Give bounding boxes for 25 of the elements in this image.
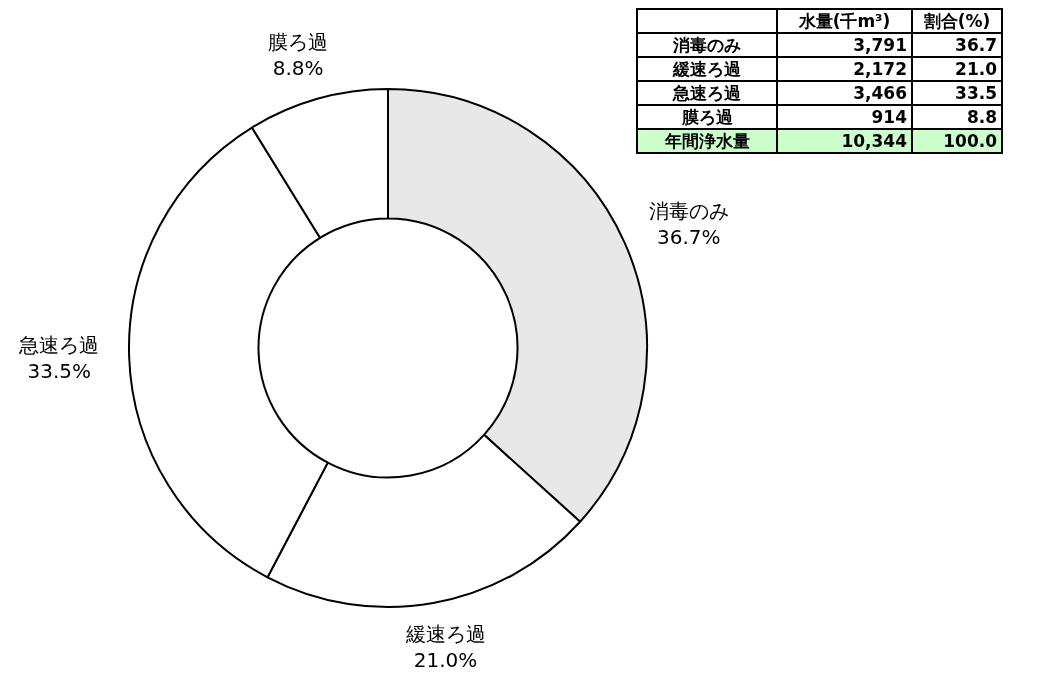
text: 2,172 [777, 57, 912, 81]
slice-label: 緩速ろ過 [404, 621, 486, 646]
slice-label: 膜ろ過 [268, 29, 329, 54]
data-label: 36.7% [656, 224, 721, 249]
category-label: 急速ろ過 [673, 83, 741, 103]
data-label: 21.0% [413, 647, 478, 672]
text: 3,466 [777, 81, 912, 105]
text: 21.0 [912, 57, 1002, 81]
text: 33.5 [912, 81, 1002, 105]
text: 年間浄水量 [637, 129, 777, 153]
text: 36.7 [912, 33, 1002, 57]
data-label: 33.5% [27, 358, 91, 383]
slice-label: 急速ろ過 [18, 332, 100, 357]
slice-label: 消毒のみ [637, 33, 777, 57]
category-label: 緩速ろ過 [673, 59, 741, 79]
category-label: 膜ろ過 [681, 107, 733, 127]
data-label: 8.8% [272, 55, 324, 80]
slice-label: 消毒のみ [648, 198, 729, 223]
text: 8.8 [912, 105, 1002, 129]
text: 914 [777, 105, 912, 129]
text: 3,791 [777, 33, 912, 57]
text: 水量(千m³) [777, 9, 912, 33]
text: 10,344 [777, 129, 912, 153]
text: 100.0 [912, 129, 1002, 153]
text: 割合(%) [912, 9, 1002, 33]
